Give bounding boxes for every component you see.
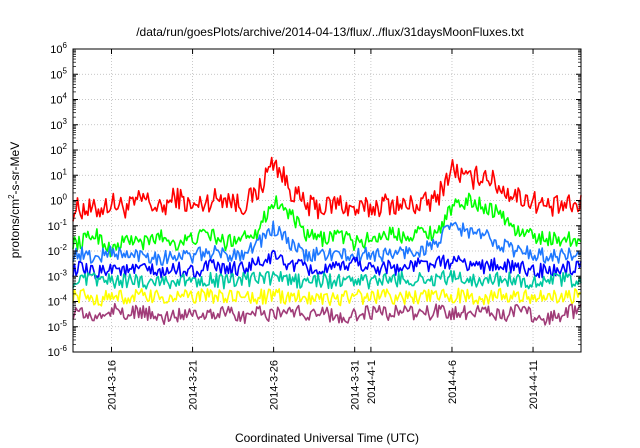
y-tick-exponent: -4: [60, 294, 68, 303]
series-line-6: [72, 287, 582, 307]
y-tick-label: 106: [50, 41, 67, 56]
y-tick-base: 10: [50, 145, 62, 157]
y-tick-base: 10: [50, 69, 62, 81]
y-tick-base: 10: [48, 322, 60, 334]
x-tick-label: 2014-4-6: [447, 360, 459, 404]
x-tick-label: 2014-3-16: [107, 360, 119, 410]
y-tick-label: 10-1: [48, 218, 68, 233]
y-axis-label: protons/cm2-s-sr-MeV: [7, 142, 22, 258]
y-tick-base: 10: [48, 221, 60, 233]
x-tick-label: 2014-4-11: [528, 360, 540, 409]
y-tick-exponent: -5: [60, 319, 68, 328]
y-tick-label: 100: [50, 193, 67, 208]
y-tick-exponent: 0: [63, 193, 68, 202]
y-tick-exponent: 3: [63, 117, 68, 126]
x-axis: 2014-3-16 2014-3-21 2014-3-26 2014-3-31 2014…: [107, 49, 540, 410]
y-tick-label: 10-3: [48, 268, 68, 283]
y-tick-label: 104: [50, 92, 67, 107]
y-tick-base: 10: [50, 120, 62, 132]
x-tick-label: 2014-4-1: [366, 360, 378, 404]
y-tick-exponent: 5: [63, 66, 68, 75]
y-tick-base: 10: [50, 44, 62, 56]
series-line-1: [72, 156, 582, 222]
y-tick-label: 10-5: [48, 319, 68, 334]
y-tick-label: 105: [50, 66, 67, 81]
y-tick-base: 10: [48, 297, 60, 309]
x-tick-label: 2014-3-21: [188, 360, 200, 410]
y-tick-exponent: 4: [63, 92, 68, 101]
chart-title: /data/run/goesPlots/archive/2014-04-13/f…: [136, 25, 524, 39]
series-line-4: [72, 249, 582, 281]
x-axis-label: Coordinated Universal Time (UTC): [235, 431, 419, 445]
y-tick-base: 10: [50, 95, 62, 107]
y-tick-label: 10-2: [48, 243, 68, 258]
y-tick-exponent: 2: [63, 142, 68, 151]
series-line-5: [72, 269, 582, 290]
y-tick-exponent: -2: [60, 243, 68, 252]
y-tick-exponent: -6: [60, 344, 68, 353]
y-tick-exponent: -3: [60, 268, 68, 277]
y-tick-label: 101: [50, 167, 67, 182]
y-tick-base: 10: [48, 271, 60, 283]
y-tick-label: 10-4: [48, 294, 68, 309]
y-tick-exponent: 6: [63, 41, 68, 50]
y-axis-label-superscript: 2: [7, 194, 16, 199]
y-tick-label: 102: [50, 142, 67, 157]
y-tick-base: 10: [50, 196, 62, 208]
y-tick-exponent: 1: [63, 167, 68, 176]
y-axis-label-part2: -s-sr-MeV: [8, 142, 22, 195]
x-tick-label: 2014-3-26: [269, 360, 281, 410]
x-tick-label: 2014-3-31: [350, 360, 362, 410]
y-tick-label: 103: [50, 117, 67, 132]
y-axis-label-part1: protons/cm: [8, 199, 22, 258]
y-tick-base: 10: [50, 170, 62, 182]
grid: [73, 49, 581, 352]
y-tick-exponent: -1: [60, 218, 68, 227]
y-tick-base: 10: [48, 347, 60, 359]
series-layer: [72, 156, 582, 326]
y-tick-base: 10: [48, 246, 60, 258]
y-tick-label: 10-6: [48, 344, 68, 359]
series-line-3: [72, 220, 582, 266]
series-line-7: [72, 302, 582, 326]
y-axis: 10-610-510-410-310-210-11001011021031041…: [48, 41, 581, 359]
series-line-2: [72, 192, 582, 258]
